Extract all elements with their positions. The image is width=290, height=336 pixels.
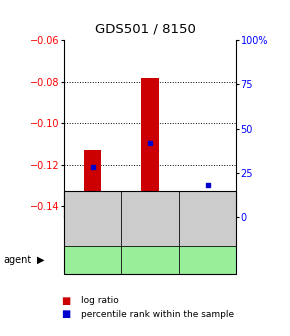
Bar [84,150,101,208]
Text: TNFa: TNFa [137,255,163,265]
Bar [142,78,159,217]
Text: GSM8757: GSM8757 [146,197,155,240]
Text: GSM8762: GSM8762 [203,197,212,240]
Text: IFNg: IFNg [81,255,104,265]
Text: ■: ■ [61,296,70,306]
Text: agent: agent [3,255,31,265]
Bar [199,196,216,206]
Text: GDS501 / 8150: GDS501 / 8150 [95,22,195,35]
Text: ■: ■ [61,309,70,319]
Text: percentile rank within the sample: percentile rank within the sample [81,310,234,319]
Text: GSM8752: GSM8752 [88,197,97,240]
Text: log ratio: log ratio [81,296,119,305]
Text: ▶: ▶ [37,255,44,265]
Text: IL4: IL4 [200,255,215,265]
